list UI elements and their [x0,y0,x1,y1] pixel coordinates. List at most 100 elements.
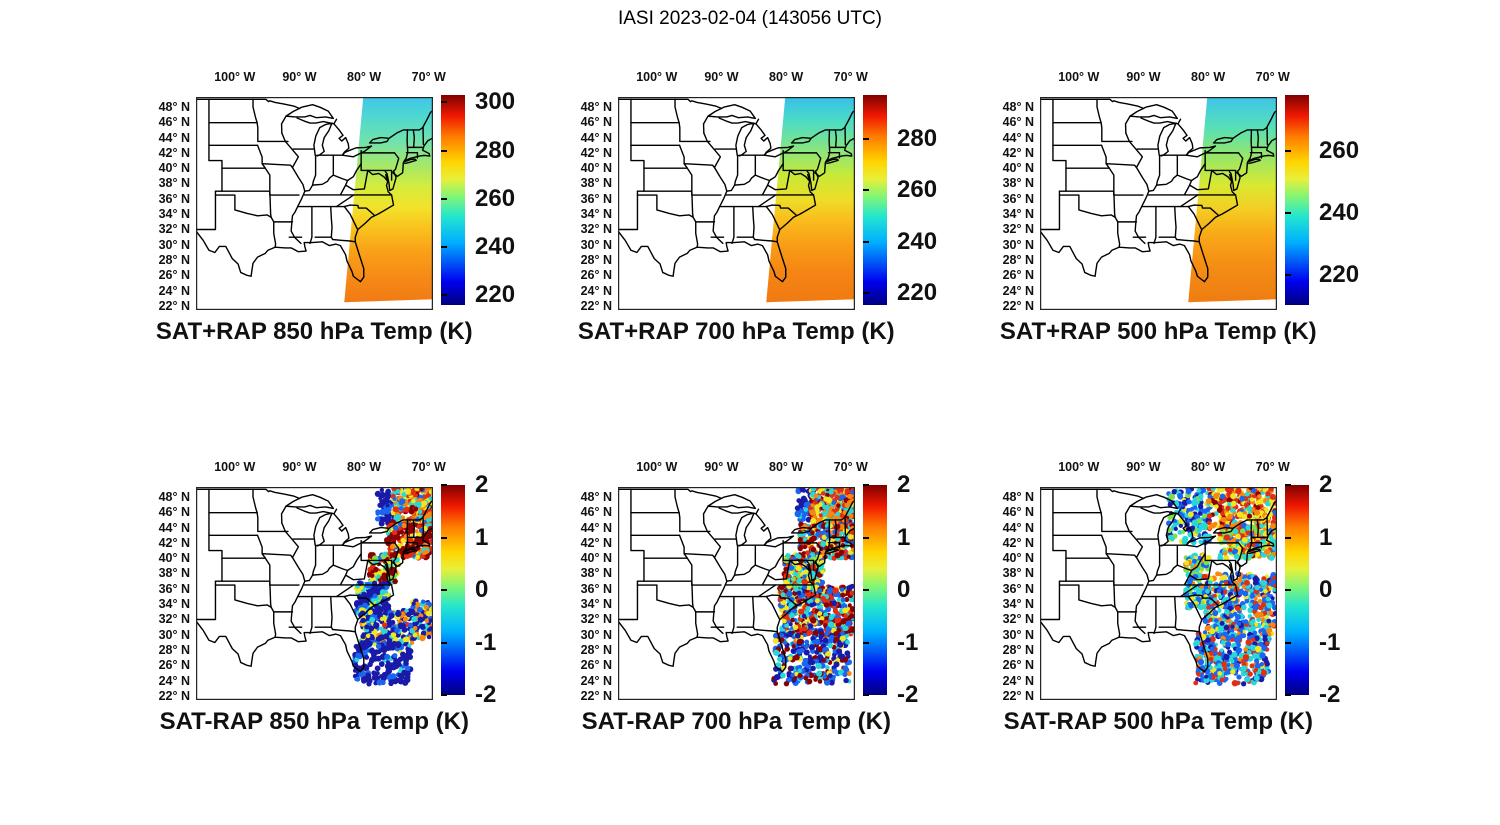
colorbar-tick [441,246,447,249]
lat-tick-label: 42° N [1002,145,1034,160]
lat-tick-label: 22° N [1002,688,1034,703]
lat-tick-label: 48° N [580,489,612,504]
lon-tick-label: 80° W [1191,460,1226,474]
lat-tick-label: 48° N [580,99,612,114]
lat-tick-label: 44° N [1002,130,1034,145]
lat-tick-label: 36° N [1002,581,1034,596]
colorbar-tick [1285,694,1291,696]
lon-tick-label: 70° W [411,70,446,84]
colorbar-sat-minus-rap-700 [863,484,887,696]
lon-tick-label: 90° W [282,70,317,84]
lat-tick-label: 36° N [580,191,612,206]
lon-tick-label: 100° W [214,460,256,474]
lat-tick-label: 38° N [1002,176,1034,191]
lat-tick-label: 40° N [158,161,190,176]
colorbar-sat-minus-rap-500 [1285,484,1309,696]
lon-tick-label: 100° W [214,70,256,84]
lon-tick-label: 90° W [1126,70,1161,84]
lon-tick-label: 90° W [704,70,739,84]
lat-tick-label: 46° N [580,115,612,130]
difference-scatter-dots [351,487,433,687]
colorbar-tick [863,189,869,192]
map-sat-plus-rap-850 [195,97,434,315]
colorbar-tick [441,536,447,539]
lat-tick-label: 40° N [580,161,612,176]
satellite-swath [1188,97,1277,303]
lat-tick-label: 26° N [158,658,190,673]
lat-tick-label: 48° N [1002,489,1034,504]
lat-tick-label: 30° N [1002,627,1034,642]
map-svg-sat-minus-rap-700 [617,487,856,701]
lat-tick-label: 46° N [580,505,612,520]
lat-tick-label: 44° N [1002,520,1034,535]
colorbar-tick-label: -1 [475,628,497,656]
colorbar-tick [441,641,447,644]
colorbar-tick-label: 2 [897,471,911,498]
lat-tick-label: 32° N [1002,612,1034,627]
lat-tick-label: 30° N [580,237,612,252]
lat-tick-label: 34° N [580,597,612,612]
map-frame-border [618,97,855,311]
colorbar-sat-plus-rap-500 [1285,95,1309,305]
colorbar-tick [441,694,447,696]
lat-tick-label: 24° N [158,673,190,688]
lat-tick-label: 44° N [158,520,190,535]
lat-tick-label: 42° N [158,535,190,550]
lat-tick-label: 30° N [580,627,612,642]
colorbar-tick-label: 240 [475,233,516,261]
panel-title-sat-minus-rap-700: SAT-RAP 700 hPa Temp (K) [581,707,891,735]
lat-tick-label: 36° N [1002,191,1034,206]
map-sat-minus-rap-850 [195,487,434,705]
map-frame-border [196,97,433,311]
lat-tick-label: 24° N [1002,283,1034,298]
colorbar-tick-label: 2 [475,471,489,498]
panel-title-sat-plus-rap-500: SAT+RAP 500 hPa Temp (K) [999,317,1317,345]
lat-tick-label: 28° N [1002,642,1034,657]
lat-tick-label: 38° N [158,566,190,581]
lon-tick-label: 80° W [347,70,382,84]
lat-tick-label: 26° N [158,268,190,283]
colorbar-tick-label: 1 [897,523,911,551]
colorbar-tick-label: 220 [1319,261,1360,289]
lat-tick-label: 32° N [1002,222,1034,237]
colorbar-tick-label: 300 [475,88,516,116]
panel-title-sat-minus-rap-500: SAT-RAP 500 hPa Temp (K) [1003,707,1313,735]
map-sat-plus-rap-500 [1039,97,1278,315]
colorbar-tick-label: 280 [475,136,516,164]
lat-tick-label: 26° N [580,268,612,283]
lon-tick-label: 100° W [1058,70,1100,84]
lon-tick-label: 80° W [1191,70,1226,84]
colorbar-tick [1285,274,1291,277]
colorbar-tick-label: 0 [897,576,911,603]
map-frame-border [1040,97,1277,311]
lat-tick-label: 36° N [580,581,612,596]
lat-tick-label: 36° N [158,191,190,206]
colorbar-tick [863,536,869,539]
colorbar-tick [441,101,447,104]
map-svg-sat-plus-rap-500 [1039,97,1278,311]
lat-tick-label: 40° N [580,551,612,566]
lat-tick-label: 38° N [158,176,190,191]
map-sat-minus-rap-700 [617,487,856,705]
map-svg-sat-minus-rap-850 [195,487,434,701]
colorbar-tick [1285,641,1291,644]
lat-tick-label: 26° N [1002,658,1034,673]
colorbar-tick [1285,212,1291,215]
lat-tick-label: 22° N [580,688,612,703]
lat-tick-label: 48° N [1002,99,1034,114]
lat-tick-label: 42° N [580,535,612,550]
colorbar-tick [441,589,447,591]
lat-tick-label: 46° N [158,505,190,520]
lat-tick-label: 22° N [158,298,190,313]
lon-tick-label: 70° W [411,460,446,474]
lat-tick-label: 30° N [158,237,190,252]
colorbar-tick-label: 2 [1319,471,1333,498]
lat-tick-label: 44° N [580,520,612,535]
lon-tick-label: 80° W [769,460,804,474]
colorbar-tick-label: 220 [475,281,516,309]
lat-tick-label: 44° N [158,130,190,145]
colorbar-sat-minus-rap-850 [441,484,465,696]
lat-tick-label: 40° N [1002,161,1034,176]
difference-scatter-dots [1166,487,1277,687]
colorbar-tick [1285,589,1291,591]
